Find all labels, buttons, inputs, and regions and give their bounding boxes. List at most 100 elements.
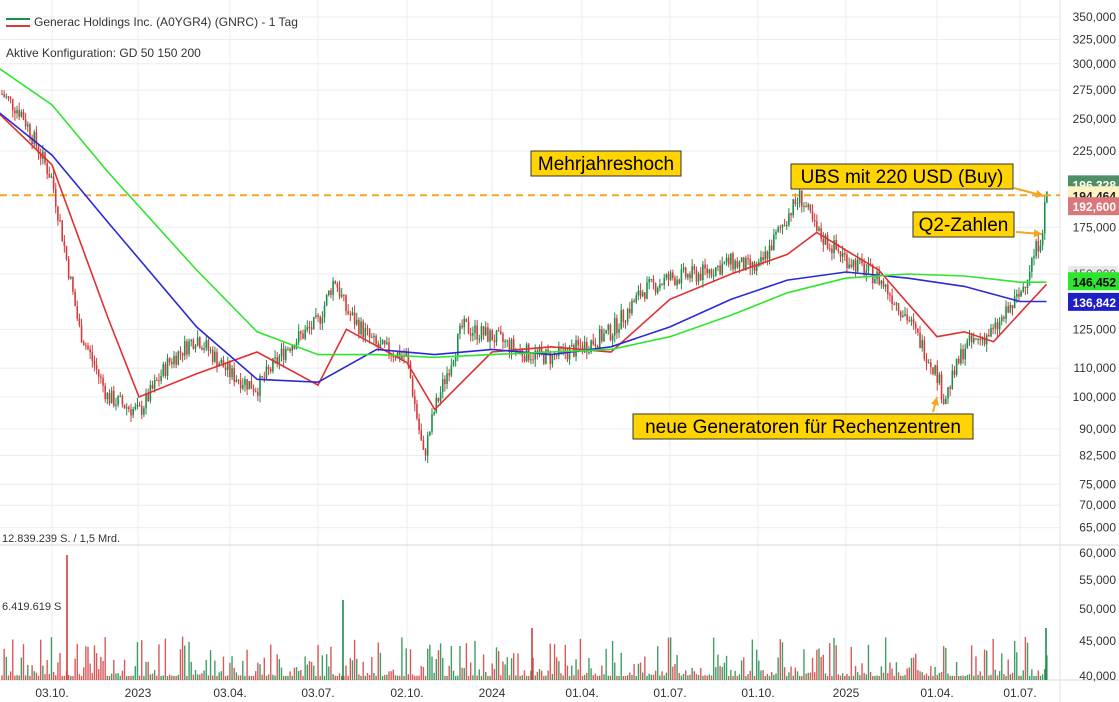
volume-bar <box>532 657 534 680</box>
candle-body <box>246 379 248 390</box>
volume-bar <box>930 666 932 680</box>
volume-bar <box>710 675 713 680</box>
volume-bar <box>513 653 515 680</box>
candle-body <box>381 340 384 344</box>
candle-body <box>158 380 160 382</box>
candle-body <box>656 288 659 293</box>
volume-bar <box>689 674 691 680</box>
volume-bar <box>850 646 852 680</box>
volume-bar <box>986 650 988 680</box>
volume-bar <box>55 675 57 680</box>
candle-body <box>803 206 805 208</box>
candle-body <box>89 349 91 353</box>
candle-body <box>1041 233 1044 246</box>
candle-body <box>704 264 706 269</box>
candle-body <box>775 231 777 235</box>
candle-body <box>833 240 835 254</box>
candle-body <box>306 326 309 330</box>
volume-bar <box>837 674 840 680</box>
volume-bar <box>854 665 857 680</box>
volume-bar <box>775 673 777 680</box>
candle-body <box>16 109 18 114</box>
volume-bar <box>454 675 457 680</box>
volume-tick-label: 50,000 <box>1079 602 1116 616</box>
candle-body <box>779 227 782 229</box>
volume-bar <box>583 674 586 680</box>
candle-body <box>828 248 831 250</box>
volume-bar <box>966 674 969 680</box>
candle-body <box>242 385 244 389</box>
candle-body <box>947 387 949 399</box>
volume-bar <box>450 646 453 680</box>
candle-body <box>781 224 784 228</box>
volume-bar <box>833 637 835 680</box>
volume-bar <box>267 674 270 680</box>
volume-bar <box>994 669 996 680</box>
candle-body <box>476 325 478 340</box>
volume-bar <box>474 640 476 680</box>
candle-body <box>401 355 403 359</box>
candle-body <box>564 347 567 354</box>
candle-body <box>50 176 53 178</box>
candle-body <box>908 320 911 322</box>
volume-bar <box>489 675 491 680</box>
candle-body <box>106 393 109 400</box>
chart-title-text: Generac Holdings Inc. (A0YGR4) (GNRC) - … <box>34 15 298 29</box>
candle-body <box>394 357 397 359</box>
volume-bar <box>467 675 470 680</box>
volume-bar <box>927 675 930 680</box>
candle-body <box>949 387 951 389</box>
candle-body <box>463 318 466 328</box>
volume-bar <box>523 670 526 680</box>
candle-body <box>65 246 68 259</box>
candle-body <box>813 219 816 222</box>
candle-body <box>321 317 324 324</box>
candle-body <box>966 340 969 349</box>
candle-body <box>629 308 631 314</box>
volume-bar <box>100 656 102 680</box>
candle-body <box>259 375 261 396</box>
x-axis: 03.10. 2023 03.04. 03.07. 02.10. 2024 01.04. 01… <box>35 686 1036 700</box>
candle-body <box>340 294 343 297</box>
candle-body <box>317 315 319 317</box>
candle-body <box>285 349 287 360</box>
volume-bar <box>403 675 405 680</box>
volume-bar <box>697 675 700 680</box>
volume-bar <box>179 649 182 680</box>
candle-body <box>749 258 751 268</box>
volume-bar <box>196 674 199 680</box>
candle-body <box>168 358 171 363</box>
candle-body <box>850 264 853 267</box>
volume-bar <box>396 675 399 680</box>
candle-body <box>605 330 607 334</box>
candle-body <box>123 404 126 409</box>
candle-body <box>209 350 212 352</box>
candle-body <box>588 351 590 353</box>
volume-bar <box>747 674 749 680</box>
candle-body <box>276 357 278 364</box>
time-tick-label: 01.04. <box>920 686 953 700</box>
volume-bar <box>289 671 291 680</box>
volume-bar <box>156 675 158 680</box>
volume-bar <box>216 675 218 680</box>
svg-text:136,842: 136,842 <box>1073 296 1117 310</box>
volume-bar <box>562 675 564 680</box>
candle-body <box>338 287 341 297</box>
candle-body <box>676 279 678 286</box>
annotation-box: Mehrjahreshoch <box>530 150 682 177</box>
volume-bar <box>463 668 465 680</box>
candle-body <box>861 258 863 264</box>
volume-bar <box>209 650 212 680</box>
volume-bar <box>588 657 590 680</box>
candle-body <box>863 263 865 276</box>
candle-body <box>687 274 689 278</box>
volume-bar <box>635 675 637 680</box>
volume-bar <box>392 669 394 680</box>
volume-bar <box>282 675 285 680</box>
candle-body <box>968 335 971 341</box>
volume-bar <box>983 649 986 680</box>
time-tick-label: 03.04. <box>213 686 246 700</box>
candle-body <box>577 340 579 346</box>
candle-body <box>899 311 902 318</box>
volume-bar <box>304 656 306 680</box>
